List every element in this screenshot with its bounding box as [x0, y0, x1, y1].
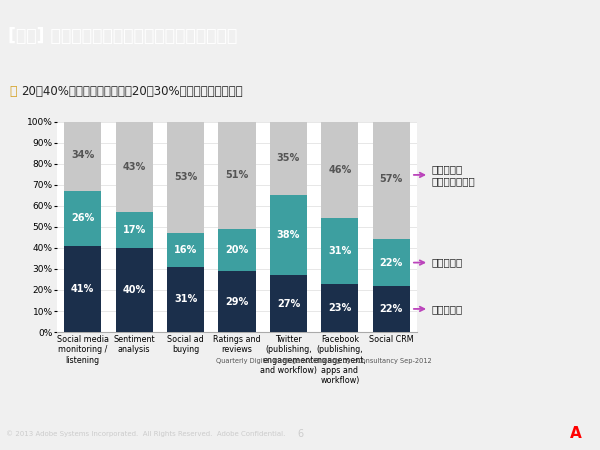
Text: 22%: 22%	[380, 257, 403, 268]
Text: 29%: 29%	[226, 297, 248, 306]
Text: 27%: 27%	[277, 299, 300, 309]
Bar	[373, 286, 410, 332]
Bar	[116, 122, 152, 212]
Text: 6: 6	[297, 429, 303, 439]
Text: 17%: 17%	[122, 225, 146, 235]
Text: 23%: 23%	[328, 303, 352, 313]
Text: Quarterly Digital Intelligence Briefing by eConsultancy Sep-2012: Quarterly Digital Intelligence Briefing …	[216, 358, 432, 364]
Text: 34%: 34%	[71, 150, 94, 160]
Bar	[64, 246, 101, 332]
Bar	[218, 229, 256, 271]
Bar	[270, 195, 307, 275]
Text: 22%: 22%	[380, 304, 403, 314]
Bar	[322, 218, 358, 284]
Bar	[64, 191, 101, 246]
Bar	[373, 119, 410, 239]
Bar	[167, 122, 204, 233]
Text: ツールなし
（マニュアル）: ツールなし （マニュアル）	[432, 164, 476, 186]
Bar	[167, 267, 204, 332]
Bar	[322, 122, 358, 218]
Bar	[322, 284, 358, 332]
Text: 40%: 40%	[122, 285, 146, 295]
Bar	[218, 122, 256, 229]
Bar	[116, 212, 152, 248]
Text: 有料ツール: 有料ツール	[432, 304, 463, 314]
Bar	[270, 122, 307, 195]
Text: 41%: 41%	[71, 284, 94, 294]
Bar	[270, 275, 307, 332]
Text: 16%: 16%	[174, 245, 197, 255]
Text: 31%: 31%	[174, 294, 197, 305]
Bar	[116, 248, 152, 332]
Text: 20～40%が有料ツール導入、20～30%が無料ツールを利用: 20～40%が有料ツール導入、20～30%が無料ツールを利用	[22, 85, 243, 98]
Text: 35%: 35%	[277, 153, 300, 163]
Text: [参考] 海外企業でのソーシャルツール導入状況: [参考] 海外企業でのソーシャルツール導入状況	[8, 27, 237, 45]
Text: 51%: 51%	[226, 170, 248, 180]
Text: © 2013 Adobe Systems Incorporated.  All Rights Reserved.  Adobe Confidential.: © 2013 Adobe Systems Incorporated. All R…	[6, 431, 286, 437]
Text: ・: ・	[9, 85, 17, 98]
Text: 46%: 46%	[328, 165, 352, 175]
Bar	[167, 233, 204, 267]
Bar	[373, 239, 410, 286]
Text: 20%: 20%	[226, 245, 248, 255]
Text: 43%: 43%	[122, 162, 146, 172]
Bar	[218, 271, 256, 332]
Text: 31%: 31%	[328, 246, 352, 256]
Bar	[64, 119, 101, 191]
Text: 57%: 57%	[380, 175, 403, 184]
Text: 26%: 26%	[71, 213, 94, 223]
Text: 38%: 38%	[277, 230, 300, 240]
Text: 53%: 53%	[174, 172, 197, 182]
Text: A: A	[570, 426, 582, 441]
Text: 無料ツール: 無料ツール	[432, 257, 463, 268]
